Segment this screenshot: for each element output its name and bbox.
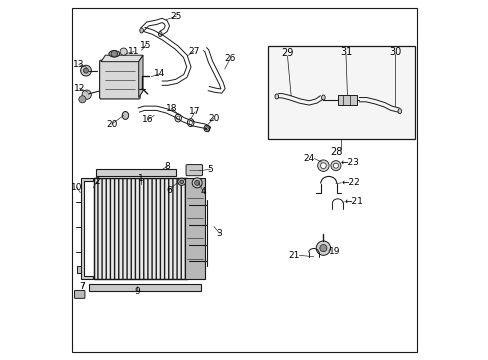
Text: 7: 7 bbox=[80, 282, 85, 291]
Ellipse shape bbox=[274, 94, 278, 99]
Bar bbox=[94, 178, 187, 279]
Text: 28: 28 bbox=[329, 147, 342, 157]
Bar bbox=[94, 178, 187, 279]
Circle shape bbox=[319, 244, 326, 252]
Text: 17: 17 bbox=[189, 107, 201, 116]
Text: 11: 11 bbox=[128, 47, 140, 56]
Circle shape bbox=[316, 241, 330, 255]
Text: 15: 15 bbox=[140, 41, 151, 50]
Text: 12: 12 bbox=[74, 84, 85, 93]
Circle shape bbox=[320, 163, 325, 168]
Ellipse shape bbox=[109, 50, 120, 57]
Bar bbox=[94, 178, 187, 279]
Text: 10: 10 bbox=[71, 183, 82, 192]
Text: 9: 9 bbox=[134, 287, 140, 296]
Ellipse shape bbox=[321, 95, 325, 100]
Polygon shape bbox=[81, 178, 93, 279]
Bar bbox=[96, 169, 176, 176]
Text: 20: 20 bbox=[208, 114, 219, 123]
Circle shape bbox=[83, 68, 88, 73]
Text: 5: 5 bbox=[207, 165, 213, 174]
Ellipse shape bbox=[158, 32, 162, 37]
Circle shape bbox=[330, 161, 340, 171]
Text: 18: 18 bbox=[166, 104, 178, 113]
Polygon shape bbox=[139, 55, 142, 98]
FancyBboxPatch shape bbox=[74, 291, 85, 298]
Polygon shape bbox=[101, 55, 142, 62]
Circle shape bbox=[317, 160, 328, 171]
Ellipse shape bbox=[203, 125, 209, 132]
Ellipse shape bbox=[178, 178, 185, 185]
FancyBboxPatch shape bbox=[337, 95, 357, 105]
Bar bbox=[88, 284, 201, 291]
Text: 31: 31 bbox=[339, 47, 351, 57]
Polygon shape bbox=[77, 266, 81, 273]
Circle shape bbox=[333, 163, 338, 168]
Ellipse shape bbox=[397, 109, 401, 114]
FancyBboxPatch shape bbox=[100, 60, 140, 99]
Circle shape bbox=[194, 180, 199, 185]
Text: 20: 20 bbox=[106, 120, 117, 129]
Text: 27: 27 bbox=[187, 47, 199, 56]
Text: 29: 29 bbox=[281, 48, 293, 58]
Circle shape bbox=[81, 65, 91, 76]
Text: ←23: ←23 bbox=[340, 158, 359, 167]
Text: 21: 21 bbox=[287, 251, 299, 260]
Text: 6: 6 bbox=[166, 185, 172, 194]
Circle shape bbox=[111, 50, 117, 57]
Text: ←22: ←22 bbox=[341, 178, 359, 187]
Circle shape bbox=[79, 96, 86, 103]
Text: 30: 30 bbox=[388, 47, 401, 57]
Text: 25: 25 bbox=[170, 12, 182, 21]
Text: 2: 2 bbox=[94, 177, 100, 186]
Ellipse shape bbox=[140, 28, 143, 33]
Text: ←21: ←21 bbox=[344, 197, 362, 206]
Bar bbox=[267, 45, 414, 139]
Text: 13: 13 bbox=[73, 60, 84, 69]
Text: 8: 8 bbox=[164, 162, 170, 171]
Text: 16: 16 bbox=[142, 115, 153, 124]
Circle shape bbox=[82, 90, 91, 99]
Ellipse shape bbox=[180, 180, 183, 184]
Circle shape bbox=[120, 48, 127, 55]
Text: 24: 24 bbox=[303, 154, 314, 163]
Circle shape bbox=[192, 178, 202, 188]
Text: 14: 14 bbox=[153, 69, 164, 78]
Bar bbox=[185, 178, 204, 279]
Ellipse shape bbox=[122, 112, 128, 120]
Text: 19: 19 bbox=[328, 247, 340, 256]
Text: 26: 26 bbox=[224, 54, 235, 63]
Text: 4: 4 bbox=[200, 187, 205, 196]
Text: 1: 1 bbox=[137, 174, 143, 183]
Text: 3: 3 bbox=[216, 229, 222, 238]
FancyBboxPatch shape bbox=[185, 165, 202, 176]
